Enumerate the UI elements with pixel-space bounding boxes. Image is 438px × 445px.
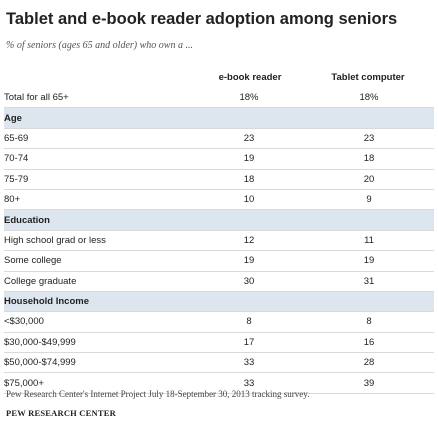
section-row: Education	[4, 209, 434, 231]
row-label: $75,000+	[4, 372, 194, 394]
table-row: $50,000-$74,999 33 28	[4, 352, 434, 374]
table-row: 70-74 19 18	[4, 148, 434, 170]
tablet-value: 18%	[304, 88, 434, 109]
ebook-value: 17	[194, 332, 304, 354]
ebook-value: 8	[194, 311, 304, 333]
table-row: 80+ 10 9	[4, 189, 434, 211]
tablet-value: 11	[304, 230, 434, 252]
tablet-value	[304, 107, 434, 129]
table-row: $30,000-$49,999 17 16	[4, 332, 434, 354]
tablet-value: 20	[304, 169, 434, 190]
column-header-ebook: e-book reader	[218, 72, 282, 83]
data-table: Total for all 65+ 18% 18% Age 65-69 23 23 70-74…	[4, 88, 434, 394]
row-label: 65-69	[4, 128, 194, 150]
tablet-value	[304, 209, 434, 231]
figure-subtitle: % of seniors (ages 65 and older) who own…	[6, 40, 193, 51]
tablet-value: 23	[304, 128, 434, 150]
tablet-value: 8	[304, 311, 434, 333]
row-label: College graduate	[4, 271, 194, 292]
ebook-value: 12	[194, 230, 304, 252]
tablet-value: 28	[304, 352, 434, 374]
figure-title: Tablet and e-book reader adoption among …	[6, 10, 398, 28]
table-row: $75,000+ 33 39	[4, 372, 434, 394]
ebook-value: 23	[194, 128, 304, 150]
tablet-value: 39	[304, 372, 434, 394]
row-label: Total for all 65+	[4, 88, 194, 109]
column-header-tablet: Tablet computer	[331, 72, 405, 83]
ebook-value: 19	[194, 148, 304, 170]
ebook-value: 30	[194, 271, 304, 292]
tablet-value: 31	[304, 271, 434, 292]
row-label: 75-79	[4, 169, 194, 190]
row-label: $30,000-$49,999	[4, 332, 194, 354]
ebook-value: 10	[194, 189, 304, 211]
org-credit: PEW RESEARCH CENTER	[6, 408, 116, 418]
table-row: College graduate 30 31	[4, 271, 434, 292]
tablet-value: 16	[304, 332, 434, 354]
section-label: Education	[4, 209, 194, 231]
ebook-value: 18	[194, 169, 304, 190]
table-row: <$30,000 8 8	[4, 311, 434, 333]
table-row: 75-79 18 20	[4, 169, 434, 190]
source-note: Pew Research Center's Internet Project J…	[6, 389, 310, 399]
ebook-value: 18%	[194, 88, 304, 109]
section-label: Age	[4, 107, 194, 129]
ebook-value: 33	[194, 352, 304, 374]
tablet-value: 18	[304, 148, 434, 170]
section-row: Age	[4, 107, 434, 129]
ebook-value	[194, 107, 304, 129]
row-label: 80+	[4, 189, 194, 211]
ebook-value: 33	[194, 372, 304, 394]
section-label: Household Income	[4, 291, 194, 313]
tablet-value	[304, 291, 434, 313]
ebook-value	[194, 209, 304, 231]
ebook-value: 19	[194, 250, 304, 272]
ebook-value	[194, 291, 304, 313]
tablet-value: 19	[304, 250, 434, 272]
tablet-value: 9	[304, 189, 434, 211]
row-label: $50,000-$74,999	[4, 352, 194, 374]
section-row: Household Income	[4, 291, 434, 313]
row-label: High school grad or less	[4, 230, 194, 252]
row-label: 70-74	[4, 148, 194, 170]
row-label: Some college	[4, 250, 194, 272]
table-row: Some college 19 19	[4, 250, 434, 272]
total-row: Total for all 65+ 18% 18%	[4, 88, 434, 109]
row-label: <$30,000	[4, 311, 194, 333]
table-row: High school grad or less 12 11	[4, 230, 434, 252]
table-row: 65-69 23 23	[4, 128, 434, 150]
